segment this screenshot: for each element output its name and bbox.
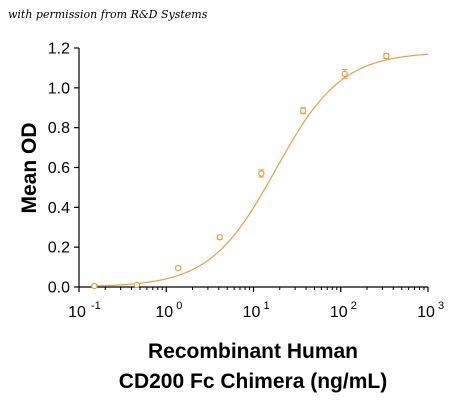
y-tick-label: 0.6 xyxy=(48,160,70,177)
x-ticks: 10 -1 10 0 10 1 10 2 10 3 xyxy=(68,287,444,321)
data-point xyxy=(174,264,182,272)
data-point xyxy=(299,107,307,115)
x-tick-exponent: 3 xyxy=(438,300,444,312)
credit-text: with permission from R&D Systems xyxy=(8,8,208,21)
y-tick-label: 1.2 xyxy=(48,41,70,58)
x-tick-exponent: -1 xyxy=(91,300,101,312)
data-point-marker xyxy=(91,282,98,290)
y-tick-label: 1.0 xyxy=(48,80,70,97)
x-tick-label: 10 xyxy=(243,304,261,321)
data-point xyxy=(91,282,98,290)
data-point-marker xyxy=(216,234,223,241)
x-tick-label: 10 xyxy=(68,304,86,321)
y-ticks: 0.0 0.2 0.4 0.6 0.8 1.0 1.2 xyxy=(48,41,79,297)
y-tick-label: 0.8 xyxy=(48,120,70,137)
data-point-marker xyxy=(258,170,265,177)
data-point xyxy=(216,234,223,241)
x-axis-title-line-2: CD200 Fc Chimera (ng/mL) xyxy=(119,370,387,393)
y-axis-title: Mean OD xyxy=(18,122,41,213)
fit-curve xyxy=(94,53,429,287)
x-axis-title-line-1: Recombinant Human xyxy=(148,340,358,363)
x-tick-label: 10 xyxy=(155,304,173,321)
x-tick-label: 10 xyxy=(417,304,435,321)
y-tick-label: 0.0 xyxy=(48,280,70,297)
fit-curve-layer xyxy=(94,53,429,287)
y-tick-label: 0.4 xyxy=(48,200,70,217)
data-point xyxy=(341,69,348,79)
data-point xyxy=(133,281,141,289)
data-point-marker xyxy=(341,70,348,78)
data-point-marker xyxy=(299,107,307,114)
data-point-marker xyxy=(383,52,390,60)
x-tick-label: 10 xyxy=(330,304,348,321)
data-point xyxy=(383,52,390,60)
x-tick-exponent: 1 xyxy=(264,300,270,312)
data-point-marker xyxy=(133,281,141,289)
data-point-marker xyxy=(174,264,182,272)
x-tick-exponent: 0 xyxy=(176,300,182,312)
data-point xyxy=(258,169,265,178)
y-tick-label: 0.2 xyxy=(48,240,70,257)
data-points-layer xyxy=(91,52,390,290)
x-tick-exponent: 2 xyxy=(351,300,357,312)
